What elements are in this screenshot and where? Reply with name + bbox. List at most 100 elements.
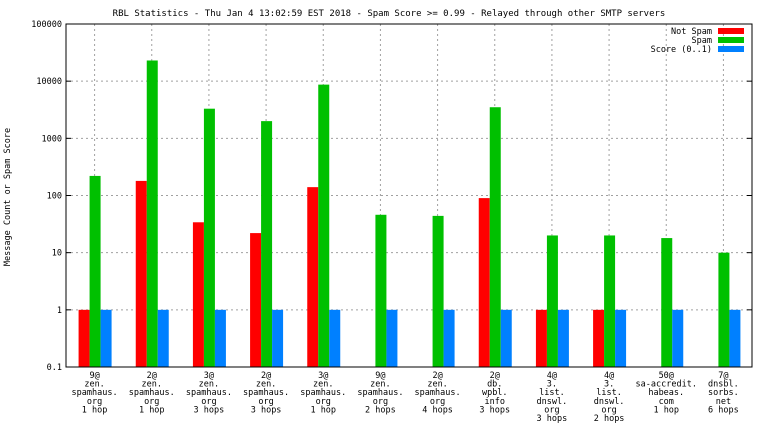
bar-score-0-1- xyxy=(729,309,741,367)
x-category-line: 4@ xyxy=(604,371,614,381)
x-category-line: 4@ xyxy=(547,371,557,381)
x-category-line: spamhaus. xyxy=(186,388,232,398)
bar-spam xyxy=(718,252,730,367)
x-category-line: 1 hop xyxy=(653,405,679,415)
x-category-line: 3 hops xyxy=(537,414,568,424)
bar-score-0-1- xyxy=(615,309,627,367)
x-category-line: 3 hops xyxy=(251,405,282,415)
x-category-line: org xyxy=(144,397,159,407)
x-category-line: info xyxy=(485,397,505,407)
x-category-line: 3 hops xyxy=(479,405,510,415)
bar-spam xyxy=(318,84,330,367)
x-category-line: zen. xyxy=(199,380,219,390)
bar-score-0-1- xyxy=(500,309,512,367)
x-category-line: zen. xyxy=(84,380,104,390)
axes xyxy=(65,23,753,368)
x-category-line: 2@ xyxy=(147,371,157,381)
x-category-line: zen. xyxy=(370,380,390,390)
x-category-line: zen. xyxy=(313,380,333,390)
bar-not-spam xyxy=(78,309,90,367)
bar-score-0-1- xyxy=(386,309,398,367)
x-category-label: 4@ 3. list. dnswl. org 3 hops xyxy=(537,371,568,424)
x-category-line: org xyxy=(201,397,216,407)
x-category-line: 2@ xyxy=(432,371,442,381)
x-category-line: habeas. xyxy=(648,388,684,398)
x-category-line: list. xyxy=(539,388,565,398)
x-category-line: spamhaus. xyxy=(415,388,461,398)
bar-score-0-1- xyxy=(157,309,169,367)
x-category-label: 2@ zen. spamhaus. org 4 hops xyxy=(415,371,461,415)
x-category-line: 9@ xyxy=(89,371,99,381)
x-category-line: zen. xyxy=(142,380,162,390)
bar-not-spam xyxy=(192,222,204,367)
bar-spam xyxy=(432,215,444,367)
x-category-line: 1 hop xyxy=(310,405,336,415)
x-category-line: 3. xyxy=(604,380,614,390)
y-tick-labels: 0.1 1 10 100 1000 10000 100000 xyxy=(31,20,62,373)
x-category-line: spamhaus. xyxy=(129,388,175,398)
bar-spam xyxy=(375,214,387,367)
bar-spam xyxy=(89,175,101,367)
bar-not-spam xyxy=(250,233,262,367)
legend-label: Spam xyxy=(692,36,712,46)
x-category-line: org xyxy=(373,397,388,407)
x-category-label: 9@ zen. spamhaus. org 1 hop xyxy=(72,371,118,415)
bar-spam xyxy=(489,107,501,367)
bar-spam xyxy=(261,121,273,367)
bars xyxy=(78,60,741,368)
y-tick-label: 100000 xyxy=(31,20,62,30)
x-category-line: net xyxy=(716,397,731,407)
x-category-label: 3@ zen. spamhaus. org 1 hop xyxy=(300,371,346,415)
bar-spam xyxy=(546,235,558,367)
x-category-line: sorbs. xyxy=(708,388,739,398)
bar-not-spam xyxy=(135,180,147,367)
bar-score-0-1- xyxy=(672,309,684,367)
x-category-line: 2 hops xyxy=(365,405,396,415)
bar-spam xyxy=(203,108,215,367)
x-category-line: 2 hops xyxy=(594,414,625,424)
x-category-line: 4 hops xyxy=(422,405,453,415)
legend-swatch xyxy=(718,37,744,43)
legend-swatch xyxy=(718,28,744,34)
x-category-line: wpbl. xyxy=(482,388,508,398)
x-category-line: org xyxy=(87,397,102,407)
y-tick-label: 100 xyxy=(47,192,62,202)
x-category-line: 1 hop xyxy=(82,405,108,415)
x-category-line: zen. xyxy=(256,380,276,390)
x-category-line: sa-accredit. xyxy=(636,380,697,390)
x-category-label: 2@ db. wpbl. info 3 hops xyxy=(479,371,510,415)
x-category-label: 7@ dnsbl. sorbs. net 6 hops xyxy=(708,371,739,415)
legend-swatch xyxy=(718,46,744,52)
bar-score-0-1- xyxy=(100,309,112,367)
bar-spam xyxy=(661,238,673,367)
x-category-line: dnswl. xyxy=(594,397,625,407)
y-tick-label: 10000 xyxy=(36,77,62,87)
y-axis-label: Message Count or Spam Score xyxy=(3,128,13,266)
y-tick-label: 1000 xyxy=(42,134,62,144)
bar-not-spam xyxy=(593,309,605,367)
y-tick-label: 1 xyxy=(57,306,62,316)
x-category-line: 6 hops xyxy=(708,405,739,415)
x-category-line: zen. xyxy=(427,380,447,390)
x-category-label: 50@ sa-accredit. habeas. com 1 hop xyxy=(636,371,697,415)
x-category-line: 3@ xyxy=(204,371,214,381)
x-category-line: 9@ xyxy=(375,371,385,381)
x-category-line: 2@ xyxy=(261,371,271,381)
x-category-label: 2@ zen. spamhaus. org 1 hop xyxy=(129,371,175,415)
x-category-line: 3. xyxy=(547,380,557,390)
x-category-line: 50@ xyxy=(659,371,674,381)
bar-not-spam xyxy=(307,187,319,367)
plot-frame xyxy=(65,23,753,368)
legend-label: Not Spam xyxy=(671,27,712,37)
x-category-label: 9@ zen. spamhaus. org 2 hops xyxy=(357,371,403,415)
y-tick-label: 10 xyxy=(52,249,62,259)
x-category-label: 3@ zen. spamhaus. org 3 hops xyxy=(186,371,232,415)
chart-title: RBL Statistics - Thu Jan 4 13:02:59 EST … xyxy=(113,9,666,19)
x-category-line: 3@ xyxy=(318,371,328,381)
x-category-line: org xyxy=(601,405,616,415)
legend-label: Score (0..1) xyxy=(651,45,712,55)
bar-score-0-1- xyxy=(443,309,455,367)
bar-score-0-1- xyxy=(557,309,569,367)
